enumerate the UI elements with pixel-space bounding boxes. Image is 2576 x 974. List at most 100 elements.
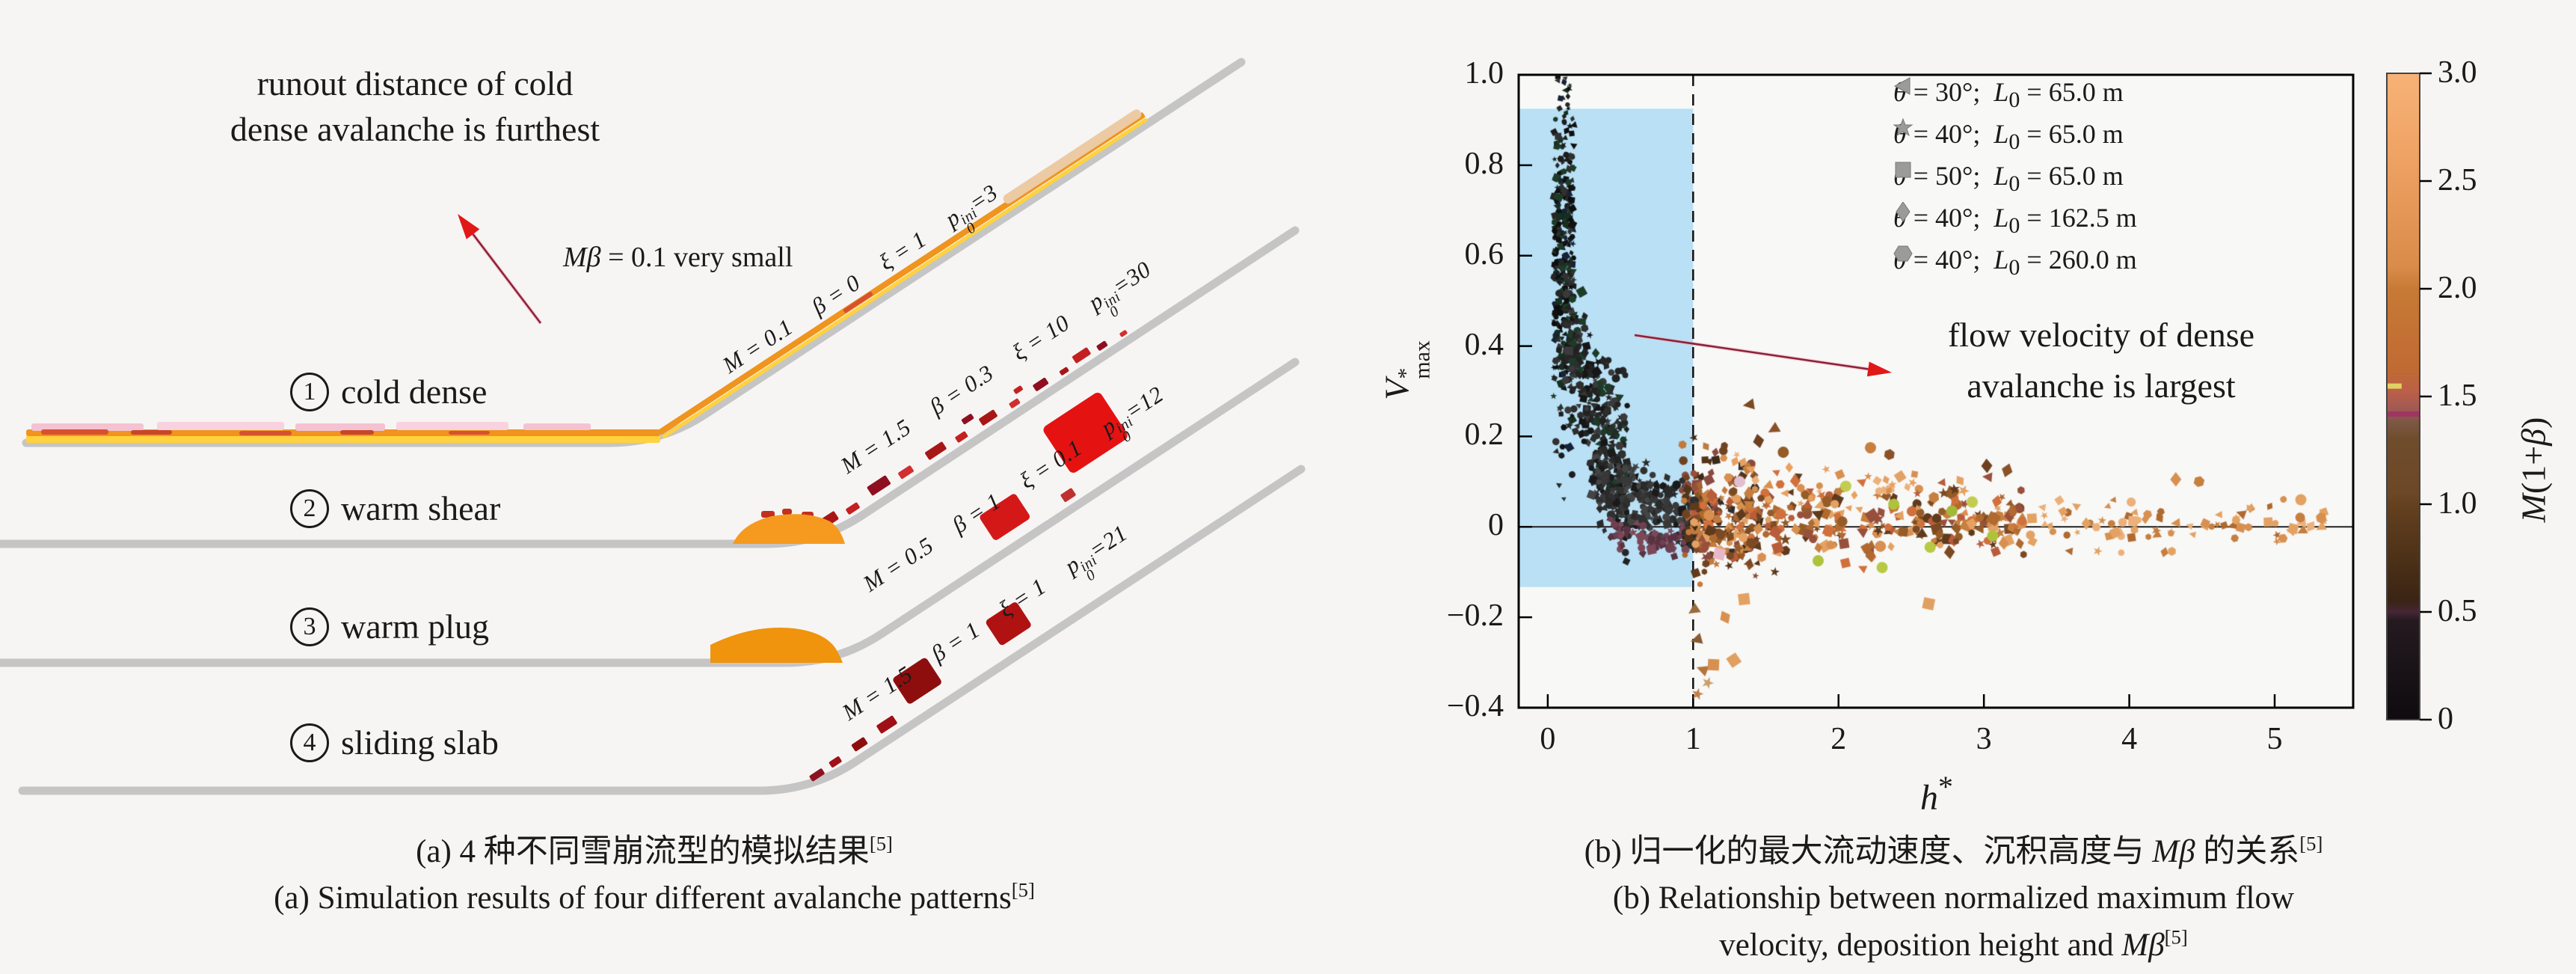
x-axis-label: h*: [1920, 770, 1953, 818]
avalanche-deposit: [523, 423, 591, 430]
avalanche-deposit: [449, 431, 490, 435]
colorbar-tick-label: 0.5: [2438, 594, 2477, 629]
flow-label-text: warm shear: [341, 489, 501, 527]
y-tick-label: −0.4: [1446, 689, 1504, 724]
annotation-arrow-head: [458, 214, 480, 239]
legend-row-2: θ = 40°; L0 = 65.0 m: [1893, 118, 2124, 155]
legend-row-5: θ = 40°; L0 = 260.0 m: [1893, 244, 2137, 281]
avalanche-deposit: [1059, 367, 1069, 376]
avalanche-deposit: [1119, 330, 1128, 337]
avalanche-diagram-canvas: [0, 58, 1306, 795]
caption-a: (a) 4 种不同雪崩流型的模拟结果[5] (a) Simulation res…: [0, 829, 1309, 922]
colorbar-anomaly: [2387, 411, 2420, 417]
avalanche-deposit: [662, 117, 1148, 438]
x-tick-label: 1: [1685, 722, 1701, 756]
avalanche-deposit: [843, 292, 873, 313]
flow-number-icon: 1: [290, 372, 329, 411]
chute-track-4: [18, 465, 1306, 795]
flow-number-icon: 2: [290, 488, 329, 528]
colorbar-tick-label: 0: [2438, 702, 2453, 737]
legend-text: θ = 40°; L0 = 65.0 m: [1893, 119, 2124, 155]
y-tick-label: 0.8: [1464, 146, 1504, 181]
panel-a-annotation: runout distance of cold dense avalanche …: [112, 61, 718, 152]
colorbar-gradient: [2387, 73, 2420, 720]
x-tick-label: 4: [2121, 722, 2138, 756]
avalanche-deposit: [980, 494, 1030, 540]
flow-label-warm-shear: 2 warm shear: [290, 488, 500, 528]
legend-row-3: θ = 50°; L0 = 65.0 m: [1893, 160, 2124, 197]
avalanche-deposit: [809, 768, 825, 782]
avalanche-deposit: [157, 422, 284, 430]
avalanche-deposit: [340, 430, 374, 435]
annotation-b-line-1: flow velocity of dense: [1947, 316, 2255, 354]
caption-b-en-2: velocity, deposition height and Mβ[5]: [1719, 925, 2188, 963]
flow-label-sliding-slab: 4 sliding slab: [290, 723, 499, 762]
avalanche-deposit: [979, 409, 997, 426]
y-tick-label: 1.0: [1464, 56, 1504, 91]
scatter-points-layer: [1519, 75, 2353, 708]
x-tick-label: 0: [1540, 722, 1556, 756]
avalanche-deposit: [925, 441, 947, 460]
avalanche-deposit: [396, 422, 508, 430]
avalanche-deposit-blob: [710, 627, 843, 663]
flow-label-text: warm plug: [341, 607, 490, 646]
colorbar-tick-label: 1.5: [2438, 379, 2477, 414]
avalanche-deposit: [1009, 398, 1021, 408]
y-tick-label: 0: [1488, 508, 1504, 543]
avalanche-deposit: [955, 431, 968, 443]
colorbar-tick-label: 2.0: [2438, 271, 2477, 306]
panel-b-annotation: flow velocity of dense avalanche is larg…: [1847, 310, 2355, 411]
caption-b: (b) 归一化的最大流动速度、沉积高度与 Mβ 的关系[5] (b) Relat…: [1331, 829, 2576, 969]
square-marker-icon: [1895, 162, 1911, 178]
y-tick-label: −0.2: [1446, 598, 1504, 634]
flow-label-text: sliding slab: [341, 723, 499, 762]
colorbar-label: M(1+β): [2514, 417, 2553, 523]
x-tick-label: 2: [1830, 722, 1847, 756]
avalanche-deposit: [295, 423, 385, 431]
avalanche-deposit: [1033, 377, 1049, 391]
annotation-line-1: runout distance of cold: [256, 64, 574, 102]
avalanche-deposit: [961, 414, 974, 425]
avalanche-deposit: [851, 737, 868, 752]
avalanche-deposit: [876, 715, 897, 734]
colorbar-tick-label: 2.5: [2438, 163, 2477, 198]
avalanche-deposit: [1060, 488, 1076, 502]
avalanche-deposit: [1072, 347, 1091, 364]
y-tick-label: 0.6: [1464, 236, 1504, 272]
legend-text: θ = 30°; L0 = 65.0 m: [1893, 77, 2124, 113]
caption-a-en: (a) Simulation results of four different…: [274, 879, 1035, 916]
avalanche-deposit: [1013, 385, 1023, 394]
hex-marker-icon: [1893, 245, 1913, 262]
legend-text: θ = 40°; L0 = 260.0 m: [1893, 245, 2137, 281]
annotation-arrow-line: [472, 233, 541, 324]
avalanche-deposit: [986, 602, 1031, 646]
mbeta-note: Mβ = 0.1 very small: [563, 242, 793, 273]
colorbar-tick-label: 1.0: [2438, 486, 2477, 521]
legend-text: θ = 50°; L0 = 65.0 m: [1893, 161, 2124, 197]
caption-b-zh: (b) 归一化的最大流动速度、沉积高度与 Mβ 的关系[5]: [1584, 832, 2323, 869]
star-marker-icon: [1893, 118, 1913, 137]
tri-left-marker-icon: [1893, 77, 1911, 95]
avalanche-deposit: [1003, 109, 1142, 204]
annotation-line-2: dense avalanche is furthest: [230, 109, 600, 148]
avalanche-deposit: [1096, 340, 1108, 351]
annotation-b-line-2: avalanche is largest: [1967, 367, 2236, 405]
avalanche-deposit: [1043, 392, 1128, 473]
caption-a-zh: (a) 4 种不同雪崩流型的模拟结果[5]: [416, 832, 893, 869]
x-tick-label: 5: [2266, 722, 2283, 756]
avalanche-deposit: [782, 509, 792, 515]
avalanche-deposit: [829, 756, 842, 768]
avalanche-deposit: [761, 511, 775, 518]
avalanche-deposit: [893, 658, 941, 704]
y-tick-label: 0.4: [1464, 327, 1504, 362]
avalanche-deposit: [41, 429, 108, 435]
avalanche-deposit: [898, 465, 914, 480]
legend-text: θ = 40°; L0 = 162.5 m: [1893, 203, 2137, 239]
avalanche-deposit: [867, 475, 891, 496]
avalanche-deposit: [239, 431, 292, 435]
x-tick-label: 3: [1976, 722, 1992, 756]
caption-b-en-1: (b) Relationship between normalized maxi…: [1612, 880, 2295, 916]
diamond-marker-icon: [1896, 202, 1911, 222]
flow-number-icon: 3: [290, 607, 329, 646]
avalanche-deposit-blob: [733, 514, 845, 544]
